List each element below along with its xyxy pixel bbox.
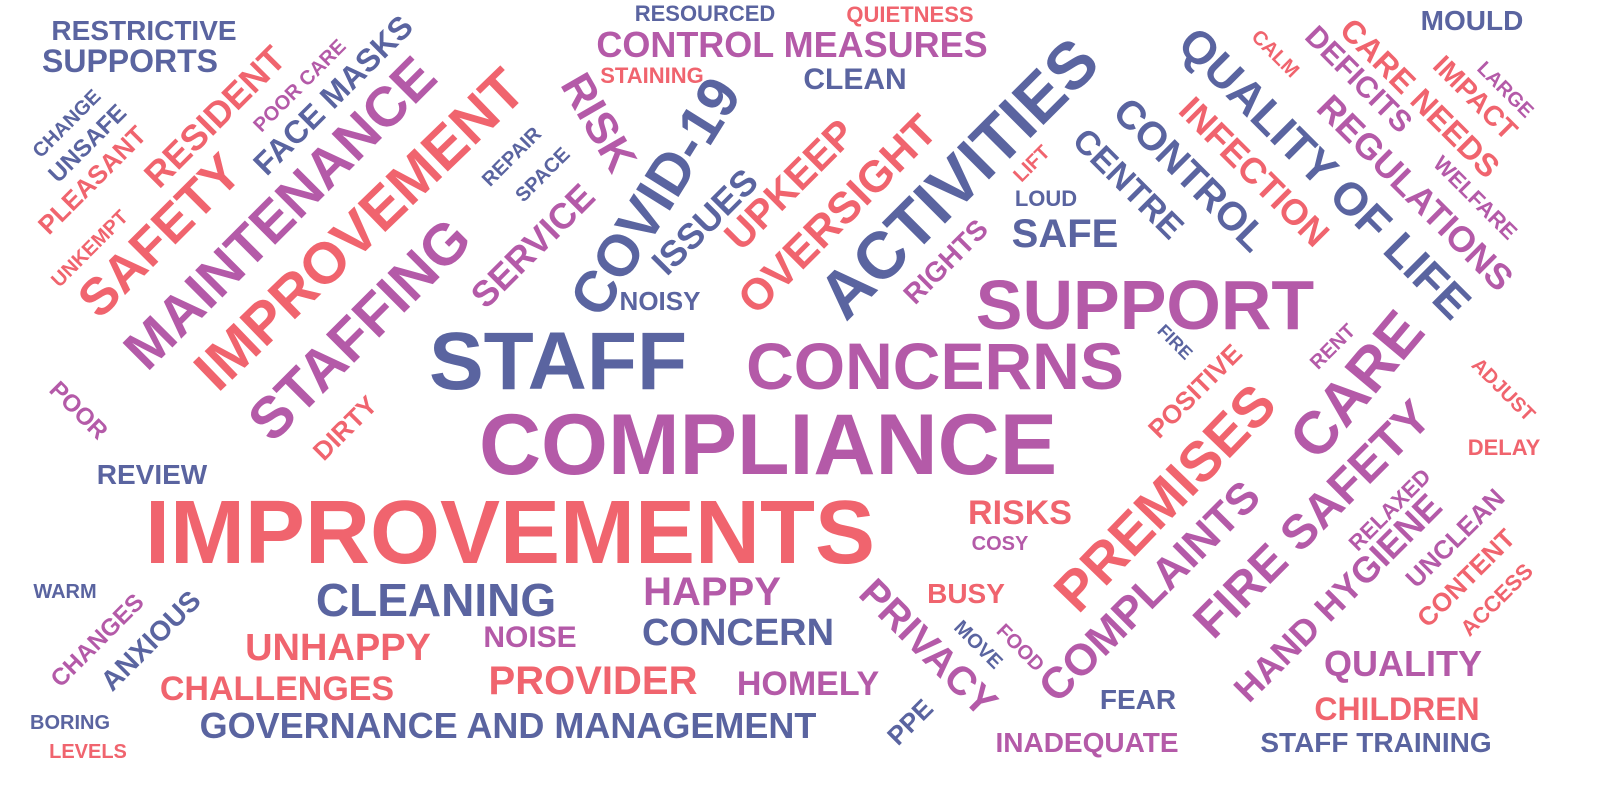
word-food: FOOD <box>991 619 1049 677</box>
word-support: SUPPORT <box>975 266 1315 344</box>
word-staff-training: STAFF TRAINING <box>1260 727 1492 758</box>
word-adjust: ADJUST <box>1466 353 1540 427</box>
word-homely: HOMELY <box>736 665 880 703</box>
word-ppe: PPE <box>880 692 940 752</box>
word-resourced: RESOURCED <box>634 1 776 26</box>
word-governance-and-management: GOVERNANCE AND MANAGEMENT <box>199 705 817 746</box>
word-loud: LOUD <box>1014 186 1078 211</box>
word-levels: LEVELS <box>49 741 127 763</box>
word-happy: HAPPY <box>643 570 781 614</box>
word-staff: STAFF <box>428 316 688 407</box>
word-concerns: CONCERNS <box>746 329 1124 403</box>
word-noise: NOISE <box>483 621 577 654</box>
word-warm: WARM <box>33 581 97 603</box>
word-cleaning: CLEANING <box>315 574 557 626</box>
word-mould: MOULD <box>1420 5 1524 36</box>
word-noisy: NOISY <box>619 286 701 316</box>
word-boring: BORING <box>30 712 110 734</box>
word-provider: PROVIDER <box>488 659 698 703</box>
word-quality: QUALITY <box>1324 643 1482 684</box>
word-poor: POOR <box>43 376 113 446</box>
word-safe: SAFE <box>1011 212 1119 256</box>
word-risks: RISKS <box>968 494 1072 532</box>
word-children: CHILDREN <box>1314 691 1480 727</box>
word-quietness: QUIETNESS <box>846 2 974 27</box>
word-unhappy: UNHAPPY <box>245 627 431 669</box>
word-delay: DELAY <box>1467 435 1541 460</box>
word-busy: BUSY <box>927 578 1005 609</box>
word-review: REVIEW <box>96 459 208 490</box>
word-improvements: IMPROVEMENTS <box>144 483 876 583</box>
word-concern: CONCERN <box>641 612 835 654</box>
word-fear: FEAR <box>1099 684 1177 715</box>
word-inadequate: INADEQUATE <box>995 727 1179 758</box>
word-clean: CLEAN <box>803 63 907 96</box>
word-restrictive: RESTRICTIVE <box>51 15 237 46</box>
word-challenges: CHALLENGES <box>159 670 395 708</box>
word-control-measures: CONTROL MEASURES <box>596 24 988 65</box>
word-supports: SUPPORTS <box>41 43 219 79</box>
word-staining: STAINING <box>600 63 704 88</box>
word-compliance: COMPLIANCE <box>478 397 1058 493</box>
word-cosy: COSY <box>971 533 1029 555</box>
